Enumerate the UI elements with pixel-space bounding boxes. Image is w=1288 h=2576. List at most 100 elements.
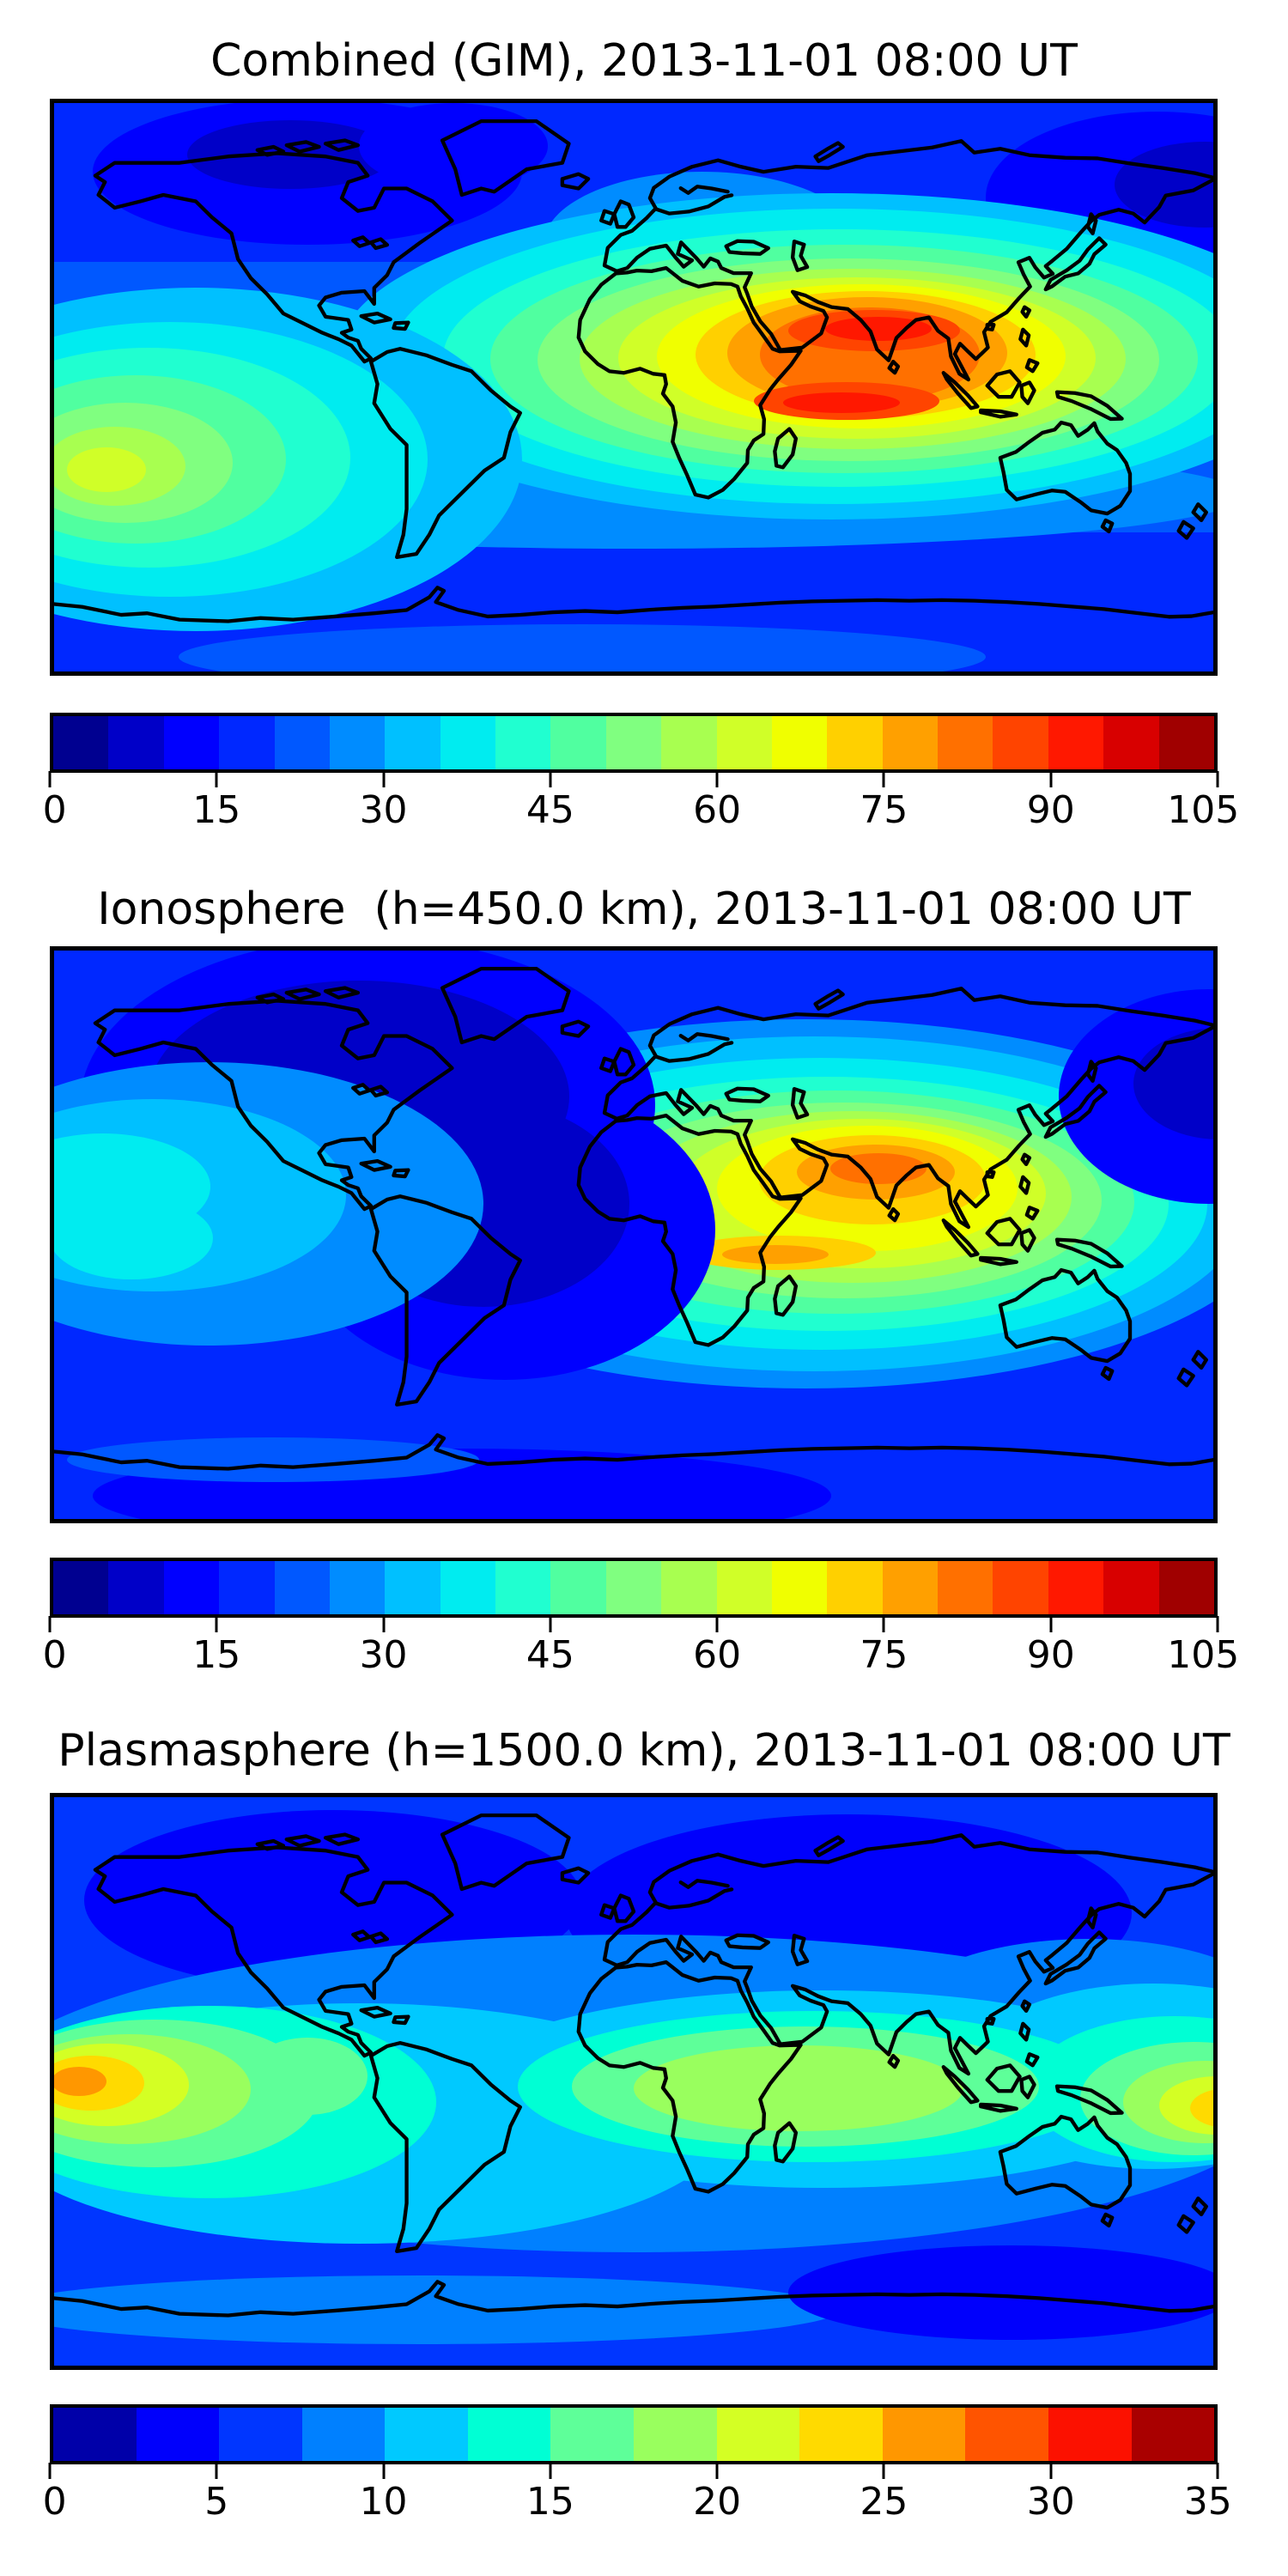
tick-label: 15	[526, 2480, 574, 2524]
tick-mark	[48, 1616, 52, 1632]
tick-label: 105	[1167, 788, 1240, 832]
map-combined	[50, 99, 1218, 676]
tick-label: 75	[860, 788, 908, 832]
colorbar-segment	[716, 716, 772, 769]
tick-label: 60	[693, 1633, 742, 1677]
tick-label: 90	[1026, 788, 1075, 832]
colorbar-labels-ionosphere: 0 15 30 45 60 75 90 105	[43, 1633, 1240, 1678]
colorbar-plasmasphere	[50, 2404, 1218, 2464]
colorbar-ionosphere	[50, 1558, 1218, 1618]
panel-title-combined: Combined (GIM), 2013-11-01 08:00 UT	[210, 35, 1078, 87]
colorbar-segment	[993, 716, 1048, 769]
colorbar-ticks-combined	[48, 771, 1219, 788]
colorbar-segment	[108, 716, 164, 769]
tick-label: 30	[359, 788, 408, 832]
tick-mark	[1049, 771, 1053, 787]
tick-label: 10	[359, 2480, 408, 2524]
tick-mark	[715, 2463, 719, 2479]
colorbar-segment	[329, 1561, 386, 1614]
tick-mark	[882, 771, 885, 787]
colorbar-segment	[219, 2408, 302, 2461]
colorbar-segment	[993, 1561, 1048, 1614]
tick-label: 30	[359, 1633, 408, 1677]
tick-label: 20	[693, 2480, 742, 2524]
tick-label: 15	[192, 788, 241, 832]
colorbar-segment	[1158, 1561, 1214, 1614]
colorbar-segment	[965, 2408, 1048, 2461]
colorbar-segment	[53, 716, 109, 769]
tick-label: 45	[526, 788, 574, 832]
colorbar-labels-combined: 0 15 30 45 60 75 90 105	[43, 788, 1240, 833]
colorbar-segment	[136, 2408, 220, 2461]
colorbar-segment	[329, 716, 386, 769]
colorbar-segment	[467, 2408, 551, 2461]
tick-mark	[715, 1616, 719, 1632]
tick-mark	[1049, 1616, 1053, 1632]
tick-mark	[215, 2463, 218, 2479]
colorbar-segment	[108, 1561, 164, 1614]
tick-label: 30	[1026, 2480, 1075, 2524]
tick-mark	[48, 2463, 52, 2479]
panel-title-ionosphere: Ionosphere (h=450.0 km), 2013-11-01 08:0…	[97, 884, 1191, 935]
colorbar-segment	[938, 1561, 993, 1614]
tick-mark	[882, 2463, 885, 2479]
colorbar-segment	[385, 716, 440, 769]
tick-label: 0	[42, 1633, 67, 1677]
colorbar-segment	[274, 1561, 330, 1614]
colorbar-segment	[799, 2408, 883, 2461]
tick-label: 5	[204, 2480, 229, 2524]
colorbar-segment	[882, 1561, 938, 1614]
tick-mark	[382, 1616, 386, 1632]
colorbar-combined	[50, 713, 1218, 773]
colorbar-segment	[634, 2408, 717, 2461]
colorbar-segment	[1048, 2408, 1132, 2461]
colorbar-segment	[661, 716, 717, 769]
colorbar-labels-plasmasphere: 0 5 10 15 20 25 30 35	[43, 2480, 1232, 2524]
tick-mark	[549, 1616, 552, 1632]
colorbar-segment	[882, 716, 938, 769]
colorbar-segment	[882, 2408, 966, 2461]
colorbar-segment	[716, 1561, 772, 1614]
tick-mark	[1216, 1616, 1219, 1632]
colorbar-segment	[1103, 716, 1159, 769]
colorbar-segment	[53, 2408, 137, 2461]
tick-label: 45	[526, 1633, 574, 1677]
tick-label: 0	[42, 788, 67, 832]
colorbar-segment	[1158, 716, 1214, 769]
colorbar-segment	[440, 1561, 495, 1614]
colorbar-segment	[550, 1561, 606, 1614]
tick-mark	[1216, 2463, 1219, 2479]
colorbar-segment	[716, 2408, 800, 2461]
colorbar-segment	[440, 716, 495, 769]
colorbar-segment	[938, 716, 993, 769]
colorbar-segment	[1103, 1561, 1159, 1614]
tick-label: 75	[860, 1633, 908, 1677]
colorbar-segment	[550, 716, 606, 769]
colorbar-segment	[219, 1561, 275, 1614]
colorbar-segment	[301, 2408, 386, 2461]
colorbar-segment	[495, 1561, 551, 1614]
tick-label: 35	[1183, 2480, 1232, 2524]
tick-mark	[48, 771, 52, 787]
tick-mark	[549, 2463, 552, 2479]
colorbar-ticks-ionosphere	[48, 1616, 1219, 1633]
colorbar-segment	[385, 2408, 468, 2461]
tick-mark	[215, 1616, 218, 1632]
colorbar-segment	[53, 1561, 109, 1614]
tick-mark	[382, 771, 386, 787]
tick-mark	[215, 771, 218, 787]
colorbar-segment	[1048, 716, 1104, 769]
panel-title-plasmasphere: Plasmasphere (h=1500.0 km), 2013-11-01 0…	[58, 1725, 1230, 1777]
colorbar-segment	[385, 1561, 440, 1614]
tick-mark	[549, 771, 552, 787]
colorbar-segment	[163, 716, 220, 769]
colorbar-ticks-plasmasphere	[48, 2463, 1219, 2480]
tick-mark	[1216, 771, 1219, 787]
colorbar-segment	[771, 716, 828, 769]
tick-label: 90	[1026, 1633, 1075, 1677]
colorbar-segment	[219, 716, 275, 769]
tick-label: 15	[192, 1633, 241, 1677]
colorbar-segment	[163, 1561, 220, 1614]
colorbar-segment	[605, 1561, 662, 1614]
